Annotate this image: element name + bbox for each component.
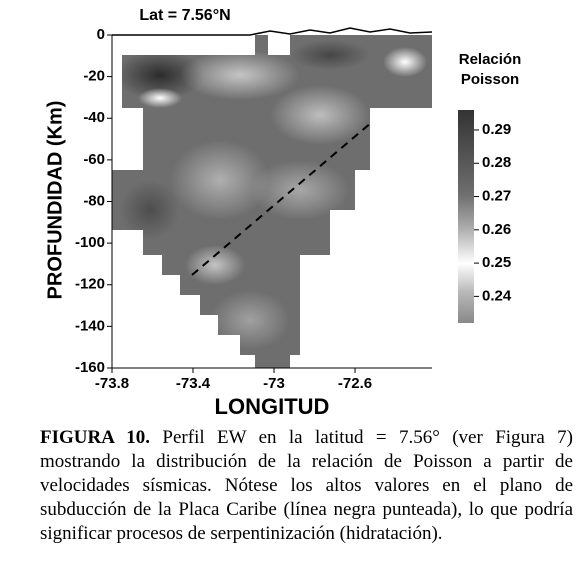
tomography-field <box>112 35 432 368</box>
y-tick-label: 0 <box>97 26 105 43</box>
colorbar-label: Poisson <box>461 71 519 88</box>
topography <box>112 27 433 36</box>
colorbar-tick-label: 0.28 <box>482 154 511 171</box>
colorbar-tick-label: 0.24 <box>482 287 512 304</box>
caption-label: FIGURA 10. <box>40 427 151 448</box>
subduction-plane <box>191 121 373 276</box>
x-tick-label: -73 <box>263 375 285 392</box>
y-tick-label: -80 <box>83 192 105 209</box>
x-axis-label: LONGITUD <box>215 394 330 419</box>
x-tick-label: -72.6 <box>338 375 372 392</box>
colorbar-tick-label: 0.25 <box>482 254 511 271</box>
y-axis-label: PROFUNDIDAD (Km) <box>44 101 66 300</box>
caption-text: Perfil EW en la latitud = 7.56° (ver Fig… <box>40 427 574 544</box>
colorbar <box>458 110 474 323</box>
colorbar-tick-label: 0.26 <box>482 221 511 238</box>
y-tick-label: -40 <box>83 109 105 126</box>
x-tick-label: -73.8 <box>95 375 129 392</box>
x-tick-label: -73.4 <box>176 375 211 392</box>
y-tick-label: -60 <box>83 151 105 168</box>
caption: FIGURA 10. Perfil EW en la latitud = 7.5… <box>40 426 573 546</box>
y-tick-label: -140 <box>75 317 105 334</box>
colorbar-tick-label: 0.27 <box>482 188 511 205</box>
y-tick-label: -100 <box>75 234 105 251</box>
colorbar-label: Relación <box>459 51 522 68</box>
colorbar-tick-label: 0.29 <box>482 121 511 138</box>
y-tick-label: -120 <box>75 276 105 293</box>
y-tick-label: -160 <box>75 359 105 376</box>
chart-title: Lat = 7.56°N <box>139 7 230 24</box>
y-tick-label: -20 <box>83 68 105 85</box>
figure: Lat = 7.56°N LONGITUD PROFUNDIDAD (Km) R… <box>44 7 522 419</box>
